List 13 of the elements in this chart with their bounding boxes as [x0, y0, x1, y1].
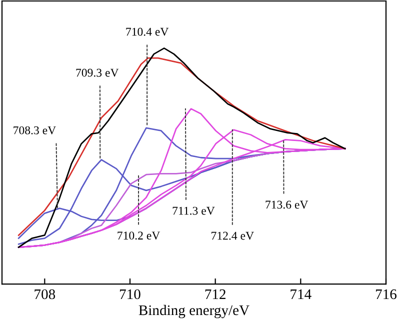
x-tick-label: 708 — [34, 289, 56, 300]
x-tick-label: 710 — [120, 289, 140, 300]
annotation: 712.4 eV — [212, 232, 254, 240]
x-tick-label: 716 — [376, 289, 396, 300]
x-axis-title: Binding energy/eV — [138, 304, 250, 318]
annotation: 710.4 eV — [126, 28, 169, 36]
annotation: 713.6 eV — [266, 200, 308, 209]
annotation: 708.3 eV — [14, 126, 56, 134]
x-tick-label: 712 — [205, 289, 226, 300]
annotation: 709.3 eV — [76, 68, 119, 77]
annotation: 711.3 eV — [172, 206, 215, 215]
x-tick-label: 714 — [290, 289, 312, 300]
annotation: 710.2 eV — [118, 232, 160, 240]
